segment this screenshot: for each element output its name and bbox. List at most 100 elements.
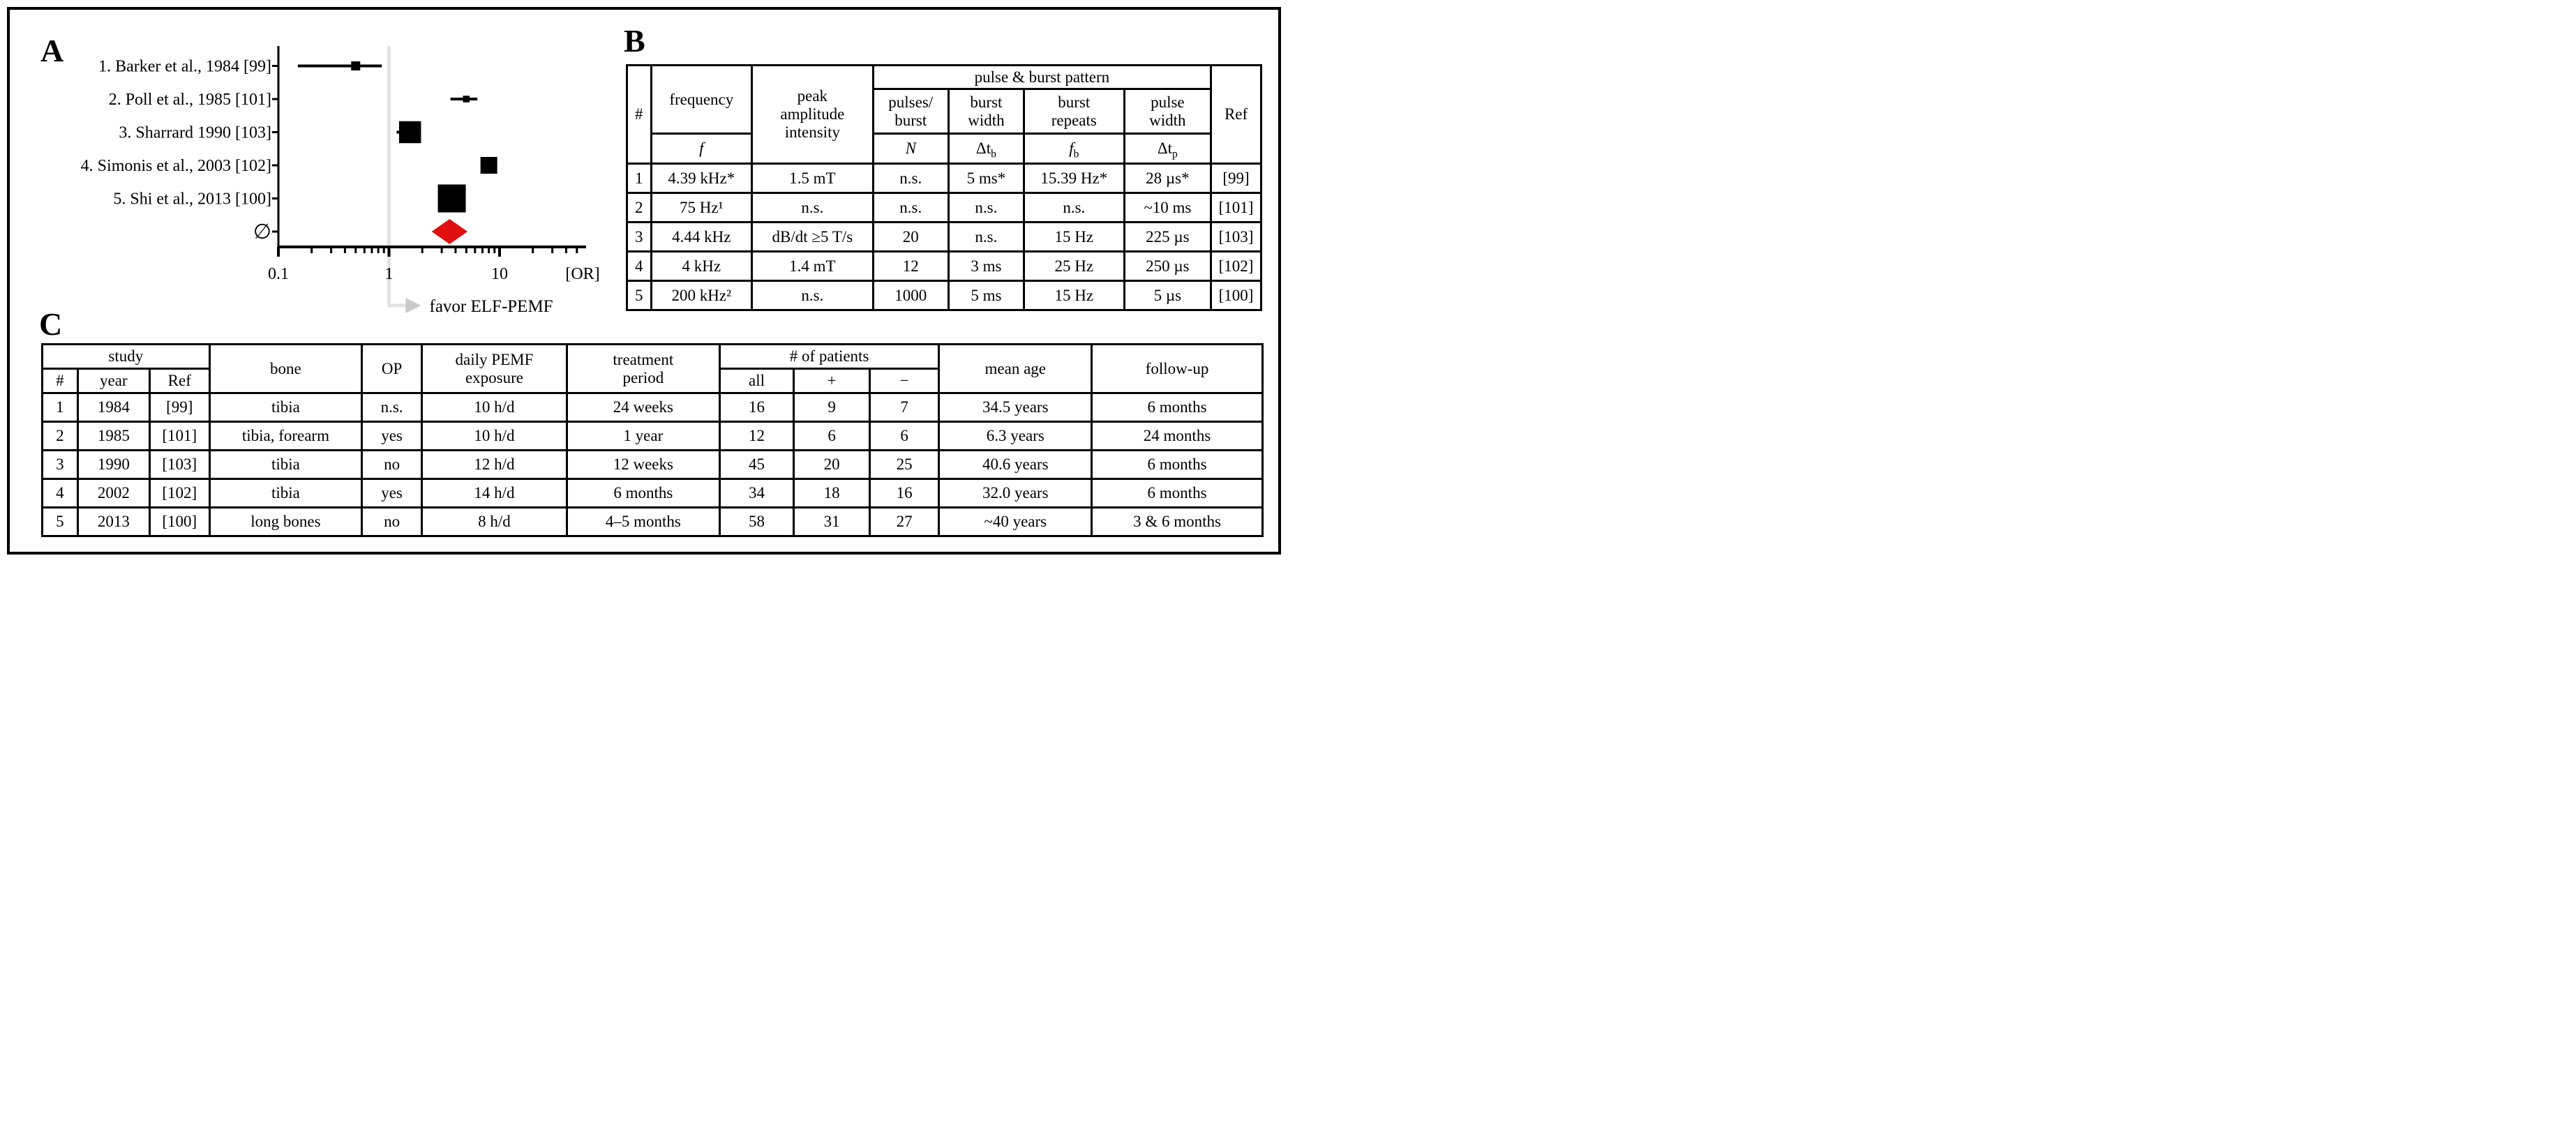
or-marker <box>351 61 361 70</box>
cell: 27 <box>868 506 941 537</box>
col-header-frequency: frequency <box>650 64 754 135</box>
cell: n.s. <box>947 192 1025 223</box>
col-header-burst-width: burst width <box>947 88 1025 135</box>
cell: 25 <box>868 449 941 480</box>
cell: n.s. <box>751 280 874 311</box>
cell: n.s. <box>361 392 423 423</box>
cell: 2 <box>626 192 652 223</box>
cell: n.s. <box>1022 192 1125 223</box>
col-header-all: all <box>718 368 795 394</box>
cell: ~10 ms <box>1123 192 1213 223</box>
col-group-pulse-burst-pattern: pulse & burst pattern <box>871 64 1213 90</box>
cell: 2002 <box>76 478 151 508</box>
cell: 1000 <box>871 280 950 311</box>
cell: 14 h/d <box>420 478 569 508</box>
cell: n.s. <box>751 192 874 223</box>
study-label: 1. Barker et al., 1984 [99] <box>98 58 271 76</box>
col-header-peak-amplitude: peak amplitude intensity <box>751 64 874 165</box>
cell: 200 kHz² <box>650 280 754 311</box>
cell: 1 <box>41 392 79 423</box>
col-group-study: study <box>41 343 211 370</box>
cell: 6 months <box>1091 478 1264 508</box>
cell: 12 weeks <box>566 449 721 480</box>
table-row: 3 1990 [103] tibia no 12 h/d 12 weeks 45 20 25 40.… <box>41 449 1264 480</box>
clinical-studies-table: study bone OP daily PEMF exposure treatm… <box>41 343 1264 537</box>
or-marker <box>437 184 466 213</box>
favor-annotation: favor ELF-PEMF <box>430 297 553 316</box>
table-row: 2 1985 [101] tibia, forearm yes 10 h/d 1 year 1… <box>41 421 1264 451</box>
symbol-burst-repeats: fb <box>1022 133 1125 165</box>
cell: tibia, forearm <box>208 421 364 451</box>
cell: 12 <box>718 421 795 451</box>
cell: 12 h/d <box>420 449 569 480</box>
cell: [99] <box>1210 163 1262 194</box>
col-header-minus: − <box>868 368 941 394</box>
cell: [102] <box>148 478 211 508</box>
cell: [101] <box>148 421 211 451</box>
symbol-pulses: N <box>871 133 950 165</box>
cell: no <box>361 449 423 480</box>
col-header-treatment-period: treatment period <box>566 343 721 394</box>
cell: 4.39 kHz* <box>650 163 754 194</box>
cell: 34.5 years <box>938 392 1093 423</box>
cell: no <box>361 506 423 537</box>
cell: 7 <box>868 392 941 423</box>
cell: 15.39 Hz* <box>1022 163 1125 194</box>
cell: 1 <box>626 163 652 194</box>
table-row: f N Δtb fb Δtp <box>627 133 1261 165</box>
cell: 20 <box>871 221 950 253</box>
cell: 6 months <box>1091 392 1264 423</box>
cell: 24 months <box>1091 421 1264 451</box>
cell: 18 <box>793 478 871 508</box>
cell: 6.3 years <box>938 421 1093 451</box>
study-label: 3. Sharrard 1990 [103] <box>119 124 271 142</box>
cell: tibia <box>208 478 364 508</box>
cell: [101] <box>1210 192 1262 223</box>
cell: 10 h/d <box>420 421 569 451</box>
favor-arrow-icon <box>405 298 421 313</box>
study-label: 4. Simonis et al., 2003 [102] <box>81 157 271 175</box>
cell: 5 <box>626 280 652 311</box>
cell: 6 months <box>566 478 721 508</box>
cell: 40.6 years <box>938 449 1093 480</box>
cell: 12 <box>871 250 950 282</box>
cell: 4–5 months <box>566 506 721 537</box>
cell: 3 ms <box>947 250 1025 282</box>
cell: 5 ms <box>947 280 1025 311</box>
cell: 1985 <box>76 421 151 451</box>
cell: 2013 <box>76 506 151 537</box>
panel-c-label: C <box>39 306 63 342</box>
col-header-bone: bone <box>208 343 364 394</box>
col-header-number: # <box>626 64 652 165</box>
cell: 225 µs <box>1123 221 1213 253</box>
cell: 1990 <box>76 449 151 480</box>
symbol-burst-width: Δtb <box>947 133 1025 165</box>
cell: tibia <box>208 449 364 480</box>
x-axis-unit: [OR] <box>565 265 599 283</box>
cell: [99] <box>148 392 211 423</box>
cell: 45 <box>718 449 795 480</box>
cell: 4 kHz <box>650 250 754 282</box>
cell: 3 & 6 months <box>1091 506 1264 537</box>
col-header-pulses-burst: pulses/ burst <box>871 88 950 135</box>
table-row: 5 2013 [100] long bones no 8 h/d 4–5 months 58 3… <box>41 506 1264 537</box>
cell: 6 <box>793 421 871 451</box>
figure-border <box>7 7 1281 555</box>
cell: yes <box>361 421 423 451</box>
table-row: pulses/ burst burst width burst repeats … <box>627 88 1261 135</box>
forest-plot: favor ELF-PEMF 1. Barker et al., 1984 [99… <box>81 46 600 316</box>
cell: 32.0 years <box>938 478 1093 508</box>
cell: 6 months <box>1091 449 1264 480</box>
cell: 31 <box>793 506 871 537</box>
symbol-frequency: f <box>650 133 754 165</box>
pooled-diamond <box>431 219 468 244</box>
x-tick-label: 1 <box>385 265 394 283</box>
table-row: 4 2002 [102] tibia yes 14 h/d 6 months 34 18 16 32… <box>41 478 1264 508</box>
cell: 16 <box>718 392 795 423</box>
col-header-year: year <box>76 368 151 394</box>
col-header-plus: + <box>793 368 871 394</box>
cell: n.s. <box>947 221 1025 253</box>
cell: [103] <box>1210 221 1262 253</box>
x-tick-label: 0.1 <box>268 265 289 283</box>
